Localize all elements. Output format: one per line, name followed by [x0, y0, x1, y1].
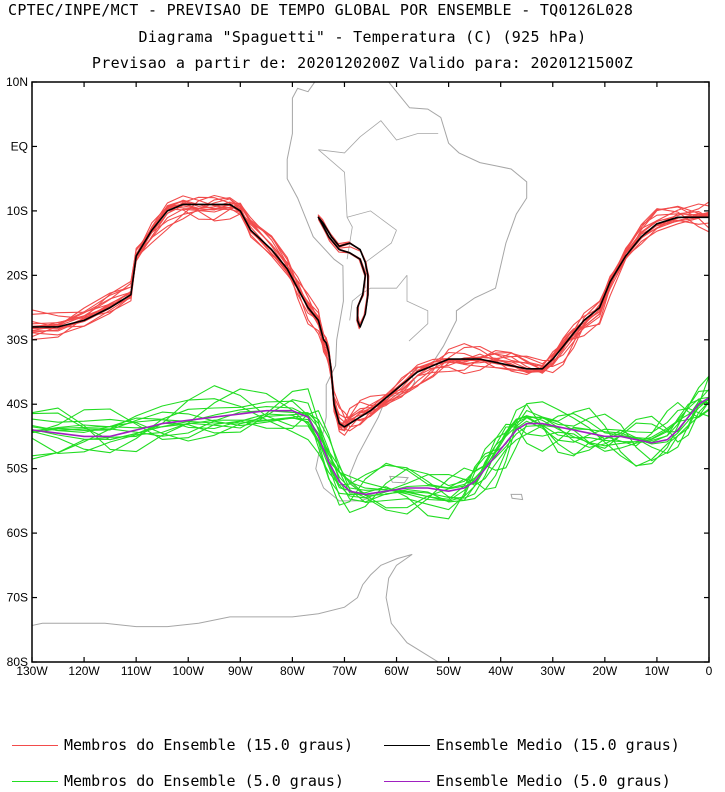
ensemble-member-line [32, 205, 709, 418]
lat-label: 10N [6, 75, 28, 89]
lat-label: 30S [7, 333, 28, 347]
lon-label: 30W [540, 664, 565, 678]
border-line [364, 230, 397, 289]
coastline [510, 493, 524, 501]
lon-label: 110W [121, 664, 152, 678]
lat-label: 70S [7, 591, 28, 605]
ensemble-member-line [32, 203, 709, 427]
border-line [318, 120, 439, 154]
ensemble-means-layer [32, 203, 709, 496]
ensemble-member-line [32, 201, 709, 429]
legend-swatch-red [12, 744, 58, 746]
legend-swatch-green [12, 780, 58, 782]
ensemble-mean-5-line [32, 397, 709, 496]
legend-label: Membros do Ensemble (5.0 graus) [64, 772, 344, 790]
ensemble-member-line [32, 200, 709, 431]
lon-label: 70W [332, 664, 357, 678]
ensemble-member-line [32, 199, 709, 432]
legend-mean-5: Ensemble Medio (5.0 graus) [384, 772, 671, 790]
legend-swatch-purple [384, 780, 430, 782]
legend-mean-15: Ensemble Medio (15.0 graus) [384, 736, 680, 754]
ensemble-members-layer [32, 194, 709, 520]
lat-label: 80S [7, 655, 28, 669]
border-line [406, 275, 429, 342]
legend-members-5: Membros do Ensemble (5.0 graus) [12, 772, 344, 790]
title-line-1: CPTEC/INPE/MCT - PREVISAO DE TEMPO GLOBA… [8, 1, 634, 19]
lon-label: 0 [706, 664, 713, 678]
plot-frame [31, 81, 710, 663]
ensemble-member-line [32, 396, 709, 502]
coastline [32, 553, 440, 662]
ensemble-member-line [32, 194, 709, 428]
ensemble-member-line [32, 202, 709, 426]
lon-label: 10W [645, 664, 670, 678]
legend-label: Ensemble Medio (15.0 graus) [436, 736, 680, 754]
border-line [349, 275, 408, 321]
lat-label: 50S [7, 462, 28, 476]
lat-label: 60S [7, 526, 28, 540]
ensemble-member-line [32, 375, 709, 501]
lon-label: 60W [384, 664, 409, 678]
lon-label: 20W [593, 664, 618, 678]
border-line [318, 149, 353, 260]
coastline [389, 475, 409, 484]
ensemble-member-line [32, 398, 709, 502]
lat-label: EQ [11, 139, 28, 153]
lon-label: 50W [436, 664, 461, 678]
lat-label: 10S [7, 204, 28, 218]
lon-label: 40W [488, 664, 513, 678]
ensemble-member-line [32, 196, 709, 432]
ensemble-member-line [32, 197, 709, 422]
ensemble-member-line [32, 203, 709, 423]
lon-label: 130W [16, 664, 48, 678]
ensemble-member-line [32, 200, 709, 432]
ensemble-member-line [32, 388, 709, 495]
ensemble-mean-15-andes-line [317, 216, 369, 328]
lon-label: 90W [228, 664, 253, 678]
lon-label: 100W [173, 664, 205, 678]
lat-label: 20S [7, 268, 28, 282]
legend-members-15: Membros do Ensemble (15.0 graus) [12, 736, 353, 754]
border-line [346, 210, 397, 231]
lat-label: 40S [7, 397, 28, 411]
title-line-2: Diagrama "Spaguetti" - Temperatura (C) (… [138, 28, 587, 46]
ensemble-mean-15-line [32, 203, 709, 428]
ensemble-member-line [32, 198, 709, 428]
ensemble-member-line [32, 202, 709, 429]
lon-label: 120W [68, 664, 100, 678]
ensemble-member-line [32, 195, 709, 436]
ensemble-member-line [32, 388, 709, 514]
lon-label: 80W [280, 664, 305, 678]
ensemble-member-line [32, 376, 709, 506]
legend-label: Membros do Ensemble (15.0 graus) [64, 736, 353, 754]
legend-swatch-black [384, 744, 430, 746]
title-line-3: Previsao a partir de: 2020120200Z Valido… [91, 54, 634, 72]
legend-label: Ensemble Medio (5.0 graus) [436, 772, 671, 790]
